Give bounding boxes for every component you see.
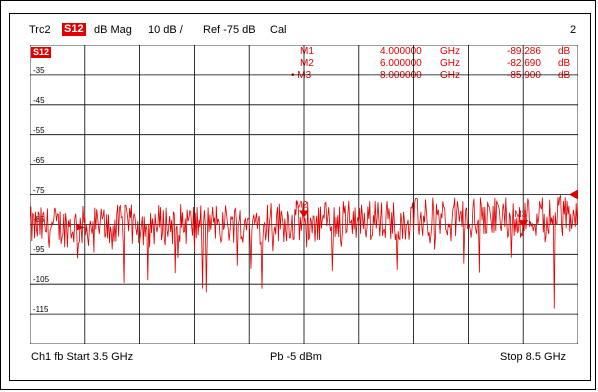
marker-m3-label: M3	[514, 209, 527, 219]
trace-name[interactable]: Trc2	[29, 24, 51, 36]
trace-badge[interactable]: S12	[31, 47, 52, 58]
y-tick-label: -35	[33, 65, 45, 75]
y-tick-label: -95	[33, 245, 45, 255]
format-label[interactable]: dB Mag	[94, 24, 132, 36]
marker-m3-name: • M3	[291, 70, 312, 81]
marker-m1-symbol	[76, 224, 85, 231]
y-tick-label: -115	[33, 305, 49, 315]
marker-m2-freq: 6.000000	[380, 58, 422, 69]
channel-index: 2	[570, 24, 577, 36]
y-tick-label: -45	[33, 95, 45, 105]
marker-m1-value: -89.286	[507, 46, 541, 57]
y-tick-label: -105	[33, 275, 50, 285]
calibration-label[interactable]: Cal	[270, 24, 287, 36]
marker-m1-name: M1	[300, 46, 314, 57]
scale-label[interactable]: 10 dB /	[148, 24, 183, 36]
y-tick-label: -75	[33, 185, 45, 195]
marker-m2-symbol	[299, 210, 309, 218]
reference-label[interactable]: Ref -75 dB	[203, 24, 256, 36]
reference-level-arrow	[569, 189, 578, 200]
marker-m1-freq: 4.000000	[380, 46, 422, 57]
marker-m3-value: -85.900	[507, 70, 541, 81]
marker-m3-freq: 8.000000	[380, 70, 422, 81]
stop-frequency-label[interactable]: Stop 8.5 GHz	[500, 351, 567, 363]
marker-m1-vunit: dB	[558, 46, 571, 57]
trace-plot[interactable]: M2 M3	[30, 45, 578, 344]
marker-m3-symbol	[518, 220, 529, 228]
marker-m2-vunit: dB	[558, 58, 571, 69]
power-label[interactable]: Pb -5 dBm	[270, 351, 322, 363]
marker-m2-unit: GHz	[440, 58, 460, 69]
trace-line	[30, 194, 578, 309]
marker-m2-label: M2	[295, 199, 308, 209]
marker-m1-unit: GHz	[440, 46, 460, 57]
s-parameter-badge[interactable]: S12	[62, 23, 86, 36]
marker-m2-value: -82.690	[507, 58, 541, 69]
display-panel	[9, 13, 591, 381]
y-tick-label: -65	[33, 155, 45, 165]
marker-m3-vunit: dB	[558, 70, 571, 81]
start-frequency-label[interactable]: Ch1 fb Start 3.5 GHz	[31, 351, 134, 363]
y-tick-label: -55	[33, 125, 45, 135]
marker-m2-name: M2	[300, 58, 314, 69]
y-tick-label: -85	[33, 215, 45, 225]
marker-m3-unit: GHz	[440, 70, 460, 81]
